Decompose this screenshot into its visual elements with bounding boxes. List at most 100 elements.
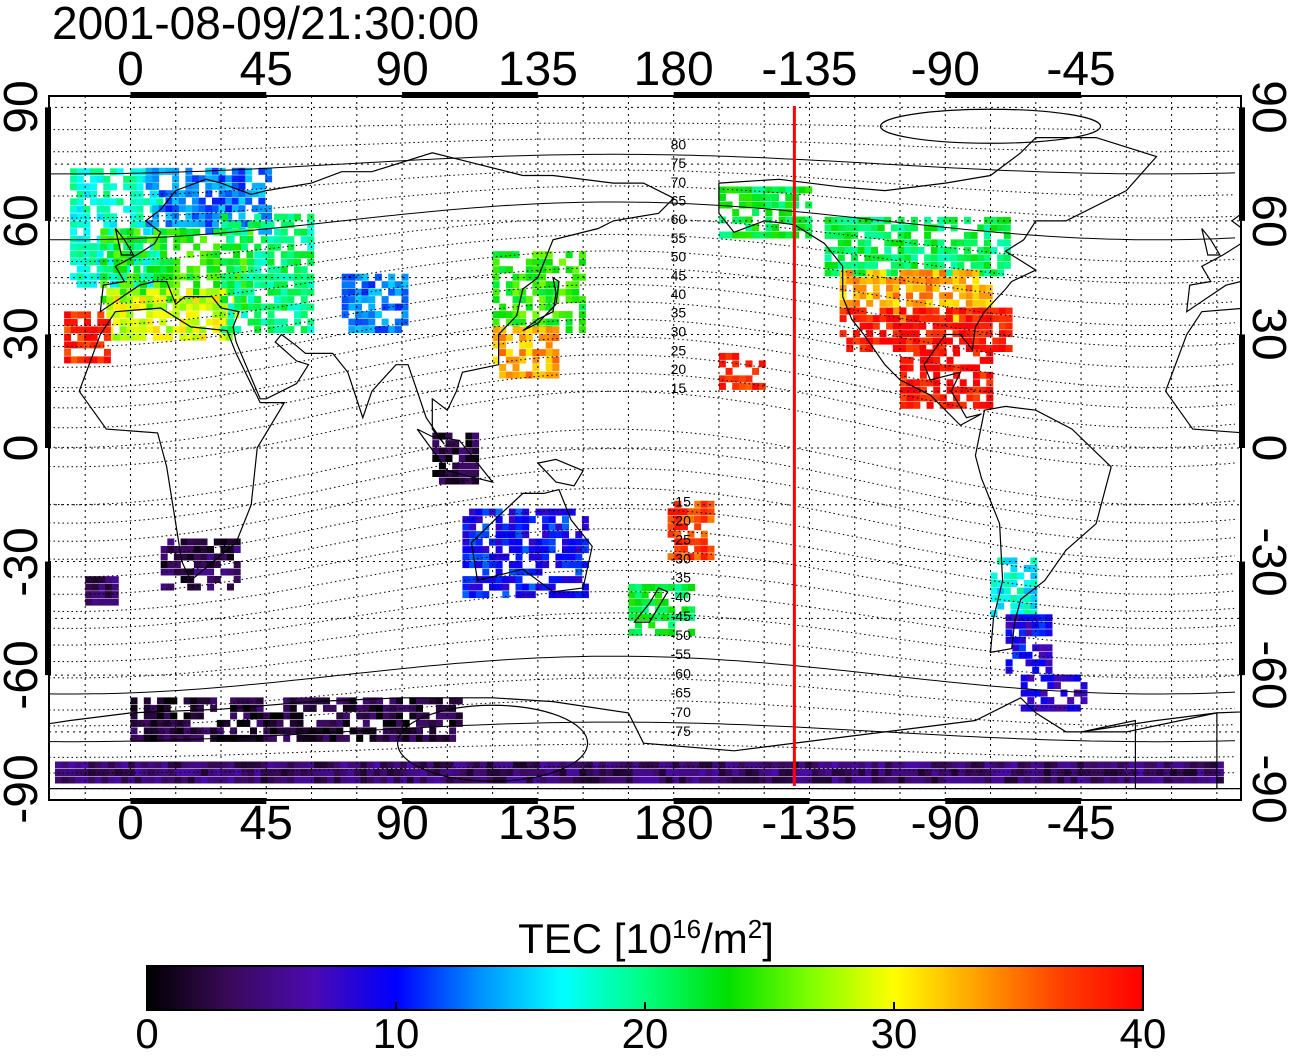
tec-cell: [76, 235, 84, 243]
tec-cell: [341, 288, 349, 296]
tec-cell: [586, 776, 594, 784]
tec-cell: [667, 508, 675, 516]
tec-cell: [126, 280, 134, 288]
tec-cell: [198, 220, 206, 228]
tec-cell: [1030, 602, 1038, 610]
tec-cell: [103, 326, 111, 334]
tec-cell: [972, 299, 980, 307]
tec-cell: [572, 281, 580, 289]
tec-cell: [805, 201, 813, 209]
tec-cell: [1097, 769, 1105, 776]
tec-cell: [492, 266, 500, 274]
tec-cell: [465, 462, 473, 470]
tec-cell: [166, 273, 174, 281]
tec-cell: [113, 318, 120, 326]
tec-cell: [1023, 587, 1031, 595]
colorbar-label: TEC [1016/m2]: [518, 914, 774, 962]
tec-cell: [267, 243, 275, 251]
tec-cell: [674, 545, 682, 553]
right-tick-bar: [1239, 107, 1245, 221]
contour-labels: 8075706560555045403530252015-15-20-25-30…: [671, 137, 691, 739]
tec-cell: [952, 284, 960, 292]
tec-cell: [983, 246, 991, 254]
tec-cell: [1040, 697, 1048, 705]
tec-cell: [165, 197, 173, 205]
tec-cell: [300, 288, 308, 296]
tec-cell: [482, 546, 490, 554]
tec-cell: [965, 299, 973, 307]
tec-cell: [772, 776, 779, 784]
tec-cell: [435, 712, 443, 720]
tec-cell: [119, 318, 127, 326]
tec-cell: [177, 734, 184, 742]
tec-cell: [199, 296, 207, 304]
tec-cell: [64, 311, 72, 319]
tec-cell: [1190, 761, 1198, 769]
tec-cell: [879, 330, 887, 338]
tec-cell: [196, 727, 204, 735]
tec-cell: [213, 243, 221, 251]
tec-cell: [1077, 769, 1085, 776]
tec-cell: [254, 243, 262, 251]
tec-cell: [149, 243, 157, 251]
tec-cell: [674, 515, 682, 523]
tec-cell: [394, 303, 402, 311]
tec-cell: [258, 212, 266, 220]
tec-cell: [519, 776, 527, 784]
lat-lon-grid: [49, 96, 1241, 800]
tec-cell: [465, 440, 473, 448]
tec-cell: [758, 769, 766, 776]
tec-cell: [505, 266, 513, 274]
tec-cell: [388, 326, 396, 334]
tec-cell: [738, 201, 746, 209]
tec-cell: [280, 769, 288, 776]
tec-cell: [579, 761, 587, 769]
tec-cell: [535, 568, 543, 576]
tec-cell: [422, 719, 430, 727]
tec-cell: [422, 697, 430, 705]
tec-cell: [103, 190, 111, 198]
tec-cell: [247, 318, 255, 326]
tec-cell: [143, 198, 151, 206]
tec-cell: [679, 776, 687, 784]
tec-cell: [1018, 614, 1026, 622]
tec-cell: [226, 258, 234, 266]
tec-cell: [90, 280, 97, 288]
tec-cell: [236, 719, 244, 727]
tec-cell: [906, 337, 913, 345]
tec-cell: [688, 628, 696, 636]
tec-cell: [294, 776, 301, 784]
tec-cell: [628, 591, 636, 599]
tec-cell: [260, 236, 268, 244]
tec-cell: [674, 553, 682, 561]
tec-cell: [113, 251, 121, 258]
tec-cell: [738, 375, 746, 383]
tec-cell: [997, 261, 1005, 269]
tec-cell: [307, 761, 315, 769]
tec-cell: [619, 776, 627, 784]
tec-cell: [925, 299, 933, 307]
tec-cell: [1010, 572, 1018, 580]
tec-cell: [113, 303, 120, 311]
tec-cell: [1084, 761, 1092, 769]
tec-cell: [287, 221, 295, 229]
tec-cell: [129, 198, 137, 206]
tec-cell: [752, 231, 760, 239]
tec-cell: [919, 386, 927, 394]
tec-cell: [76, 273, 84, 281]
tec-cell: [732, 382, 740, 390]
tec-cell: [930, 224, 938, 232]
tec-cell: [1190, 769, 1198, 776]
tec-cell: [866, 277, 874, 285]
tec-cell: [798, 769, 806, 776]
tec-cell: [555, 561, 563, 569]
tec-cell: [426, 776, 434, 784]
tec-cell: [668, 584, 676, 591]
tec-cell: [152, 303, 160, 311]
tec-cell: [327, 776, 335, 784]
tec-cell: [376, 697, 384, 705]
tec-cell: [1130, 776, 1138, 784]
tec-cell: [274, 326, 282, 334]
tec-cell: [965, 315, 973, 323]
tec-cell: [435, 734, 443, 742]
